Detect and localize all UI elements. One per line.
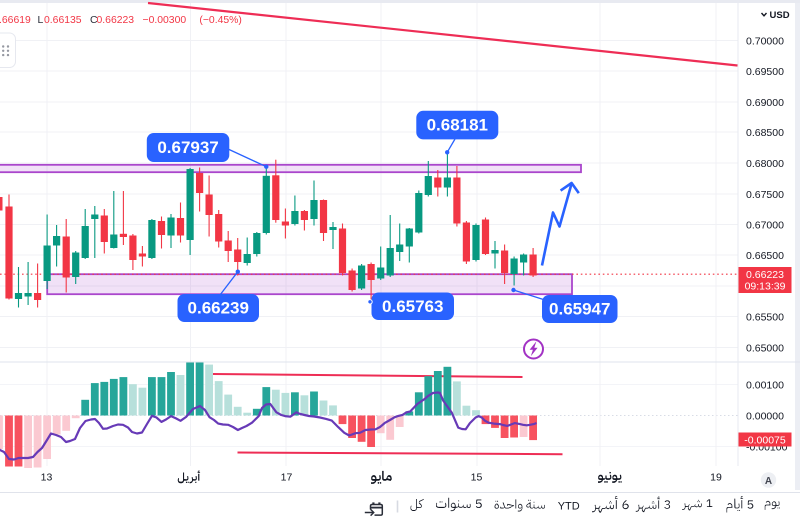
svg-text:15: 15 <box>471 472 483 484</box>
svg-text:−0.00300: −0.00300 <box>143 15 187 26</box>
svg-text:0.68181: 0.68181 <box>427 116 488 135</box>
svg-text:0.67500: 0.67500 <box>746 189 784 201</box>
svg-text:0.69500: 0.69500 <box>746 66 784 78</box>
svg-text:-0.00075: -0.00075 <box>744 434 786 446</box>
svg-text:17: 17 <box>281 472 293 484</box>
svg-text:A: A <box>765 476 772 487</box>
svg-text:0.66223: 0.66223 <box>746 269 784 281</box>
svg-text:0.68000: 0.68000 <box>746 158 784 170</box>
svg-text:0.00000: 0.00000 <box>746 410 784 422</box>
svg-text:0.00100: 0.00100 <box>746 379 784 391</box>
svg-text:19: 19 <box>710 472 722 484</box>
svg-text:(−0.45%): (−0.45%) <box>199 15 241 26</box>
svg-text:13: 13 <box>41 472 53 484</box>
svg-text:0.65500: 0.65500 <box>746 311 784 323</box>
svg-text:0.65763: 0.65763 <box>382 297 443 316</box>
svg-text:L: L <box>38 15 44 26</box>
svg-text:C: C <box>90 15 98 26</box>
svg-text:0.66239: 0.66239 <box>188 299 249 318</box>
svg-text:0.67000: 0.67000 <box>746 219 784 231</box>
svg-text:0.70000: 0.70000 <box>746 35 784 47</box>
svg-text:YTD: YTD <box>558 501 580 513</box>
svg-text:0.67937: 0.67937 <box>157 138 218 157</box>
svg-text:0.66223: 0.66223 <box>97 15 135 26</box>
svg-text:0.66500: 0.66500 <box>746 250 784 262</box>
svg-text:09:13:39: 09:13:39 <box>745 280 786 292</box>
svg-text:0.65000: 0.65000 <box>746 342 784 354</box>
svg-text:0.68500: 0.68500 <box>746 127 784 139</box>
svg-text:0.69000: 0.69000 <box>746 97 784 109</box>
svg-text:.66619: .66619 <box>0 15 31 26</box>
svg-text:USD: USD <box>770 10 790 21</box>
svg-text:0.65947: 0.65947 <box>549 300 610 319</box>
svg-text:0.66135: 0.66135 <box>44 15 82 26</box>
